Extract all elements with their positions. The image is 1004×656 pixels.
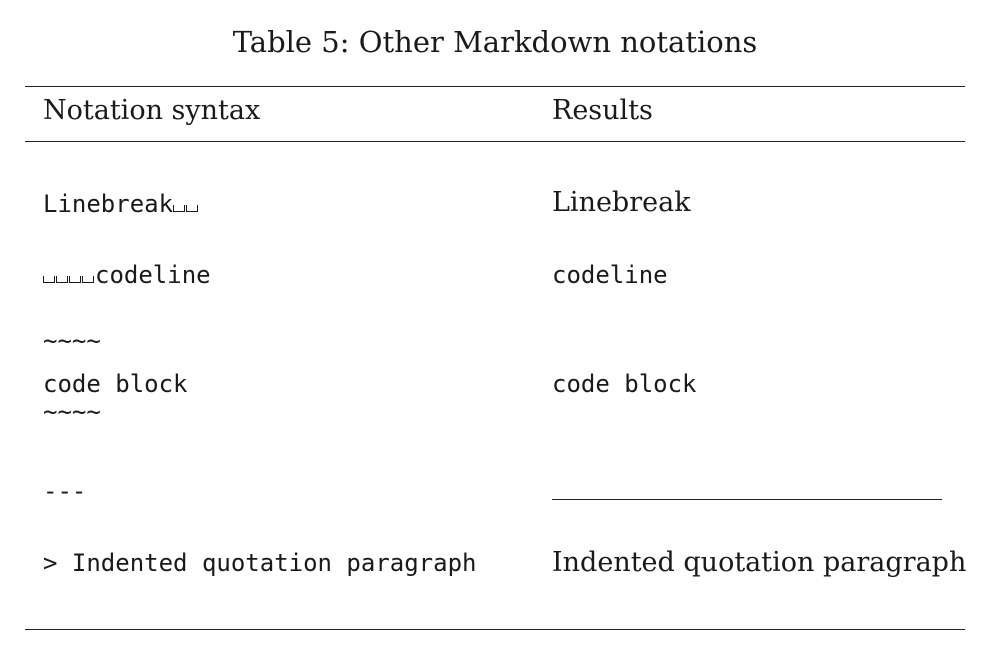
row-codeline-syntax: codeline <box>43 260 211 290</box>
row-codeline-result: codeline <box>552 261 668 289</box>
code-fence-close: ~~~~ <box>43 398 101 426</box>
header-rule <box>25 141 965 142</box>
horizontal-rule-result <box>552 499 942 500</box>
row-quote-result: Indented quotation paragraph <box>552 547 967 578</box>
code-fence-open: ~~~~ <box>43 327 101 355</box>
header-notation-syntax: Notation syntax <box>43 95 261 126</box>
row-quote-syntax: > Indented quotation paragraph <box>43 549 477 577</box>
row-hr-syntax: --- <box>43 477 87 505</box>
top-rule <box>25 86 965 87</box>
row-linebreak-result: Linebreak <box>552 187 691 218</box>
row-codeblock-syntax: code block <box>43 370 188 398</box>
syntax-text: Linebreak <box>43 190 174 218</box>
trailing-spaces-icon <box>173 189 199 219</box>
syntax-text: codeline <box>95 261 211 289</box>
bottom-rule <box>25 629 965 630</box>
row-linebreak-syntax: Linebreak <box>43 189 199 219</box>
leading-spaces-icon <box>43 260 95 290</box>
row-codeblock-result: code block <box>552 370 697 398</box>
table-caption: Table 5: Other Markdown notations <box>232 25 758 59</box>
header-results: Results <box>552 95 653 126</box>
